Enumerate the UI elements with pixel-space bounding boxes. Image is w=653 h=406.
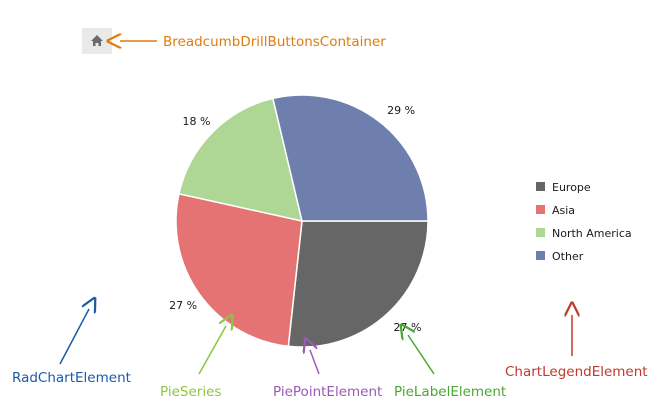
legend-swatch-north-america <box>536 228 545 237</box>
pie-label-north-america: 18 % <box>183 115 211 128</box>
legend-swatch-asia <box>536 205 545 214</box>
chart-legend: Europe Asia North America Other <box>536 181 632 263</box>
pie-label-asia: 27 % <box>169 299 197 312</box>
pie-label-europe: 27 % <box>393 321 421 334</box>
pie-slice-other[interactable] <box>271 94 429 222</box>
pie-slice-asia[interactable] <box>175 192 303 348</box>
pie-slice-north-america[interactable] <box>178 97 304 222</box>
legend-label-north-america[interactable]: North America <box>552 227 632 240</box>
annotation-breadcrumb: BreadcumbDrillButtonsContainer <box>163 34 386 50</box>
legend-label-other[interactable]: Other <box>552 250 584 263</box>
annotation-arrow-pie-label <box>408 335 435 375</box>
annotation-legend: ChartLegendElement <box>505 364 648 380</box>
annotation-arrow-pie-series <box>198 326 226 375</box>
legend-label-europe[interactable]: Europe <box>552 181 591 194</box>
annotation-chart-element: RadChartElement <box>12 370 131 386</box>
annotation-pie-label: PieLabelElement <box>394 384 506 400</box>
annotation-pie-series: PieSeries <box>160 384 221 400</box>
pie-series: 27 % 27 % 18 % 29 % <box>169 94 429 348</box>
home-icon <box>91 35 103 46</box>
annotation-pie-point: PiePointElement <box>273 384 382 400</box>
pie-label-other: 29 % <box>387 104 415 117</box>
annotation-arrow-chart-element <box>59 309 89 365</box>
legend-swatch-other <box>536 251 545 260</box>
annotation-arrow-pie-point <box>310 350 320 375</box>
legend-label-asia[interactable]: Asia <box>552 204 575 217</box>
legend-swatch-europe <box>536 182 545 191</box>
